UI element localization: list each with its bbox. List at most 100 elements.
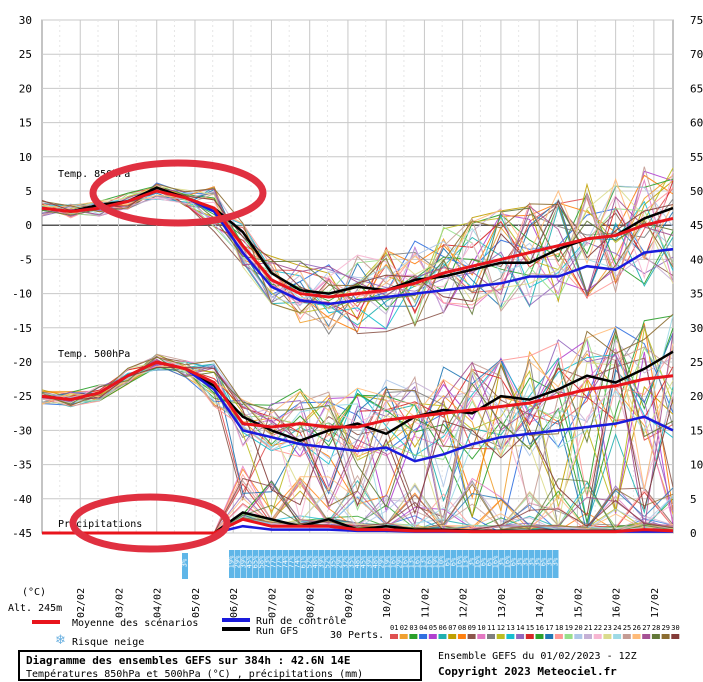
left-tick-label: -15 <box>12 322 32 335</box>
snow-risk-cell <box>385 550 391 578</box>
perturbation-line <box>41 313 674 507</box>
snow-risk-cell <box>337 550 343 578</box>
pert-swatch <box>574 634 583 639</box>
pert-swatch <box>496 634 505 639</box>
snow-risk-value: 39% <box>366 555 374 568</box>
pert-swatch <box>671 634 680 639</box>
pert-number: 20 <box>574 624 582 632</box>
pert-number: 25 <box>623 624 631 632</box>
snow-risk-value: 48% <box>354 555 362 568</box>
pert-swatch <box>603 634 612 639</box>
label-precipitations: Précipitations <box>58 518 142 530</box>
right-tick-label: 0 <box>690 527 697 540</box>
legend-gfs-label: Run GFS <box>256 626 298 637</box>
pert-number: 19 <box>565 624 573 632</box>
snow-risk-value: 6% <box>444 557 452 566</box>
pert-swatch <box>642 634 651 639</box>
snow-risk-cell <box>427 550 433 578</box>
snow-risk-cell <box>457 550 463 578</box>
snow-risk-cell <box>295 550 301 578</box>
snow-risk-value: 3% <box>546 557 554 566</box>
snow-risk-value: 16% <box>474 555 482 568</box>
chart-grid <box>41 19 674 534</box>
snow-risk-value: 32% <box>342 555 350 568</box>
snow-risk-cell <box>271 550 277 578</box>
perturbation-line <box>41 359 674 517</box>
pert-number: 04 <box>419 624 427 632</box>
snow-risk-cell <box>307 550 313 578</box>
footer-ensemble: Ensemble GEFS du 01/02/2023 - 12Z <box>438 651 637 662</box>
snow-risk-cell <box>505 550 511 578</box>
snow-risk-cell <box>355 550 361 578</box>
snow-risk-value: 29% <box>396 555 404 568</box>
snow-risk-cell <box>397 550 403 578</box>
right-tick-label: 75 <box>690 14 703 27</box>
snow-risk-value: 29% <box>336 555 344 568</box>
snow-risk-value: 48% <box>312 555 320 568</box>
snow-risk-cell <box>499 550 505 578</box>
snow-risk-value: 19% <box>384 555 392 568</box>
snow-risk-value: 3% <box>181 558 189 567</box>
snow-risk-cell <box>439 550 445 578</box>
pert-number: 03 <box>409 624 417 632</box>
pert-swatch <box>438 634 447 639</box>
snow-risk-value: 29% <box>378 555 386 568</box>
pert-swatch <box>390 634 398 639</box>
pert-swatch <box>622 634 631 639</box>
perturbation-line <box>41 174 674 324</box>
snow-risk-value: 3% <box>522 557 530 566</box>
pert-number: 10 <box>477 624 485 632</box>
snow-risk-value: 6% <box>510 557 518 566</box>
snow-risk-value: 3% <box>516 557 524 566</box>
x-date-label: 11/02 <box>420 588 431 618</box>
snow-risk-cell <box>313 550 319 578</box>
x-date-label: 13/02 <box>497 588 508 618</box>
snow-risk-value: 13% <box>408 555 416 568</box>
left-tick-label: 5 <box>25 185 32 198</box>
snow-risk-cell <box>343 550 349 578</box>
snow-risk-value: 39% <box>318 555 326 568</box>
snow-risk-cell <box>391 550 397 578</box>
snow-risk-value: 35% <box>348 555 356 568</box>
pert-number: 22 <box>594 624 602 632</box>
snow-risk-cell <box>289 550 295 578</box>
snow-risk-value: 16% <box>426 555 434 568</box>
snow-risk-value: 16% <box>456 555 464 568</box>
snow-risk-value: 3% <box>534 557 542 566</box>
x-date-label: 07/02 <box>267 588 278 618</box>
snow-risk-value: 65% <box>252 555 260 568</box>
snow-risk-cell <box>463 550 469 578</box>
pert-number: 30 <box>671 624 679 632</box>
label-unit: (°C) <box>22 587 46 598</box>
x-date-label: 09/02 <box>344 588 355 618</box>
left-tick-label: 20 <box>19 82 32 95</box>
snow-risk-cell <box>229 550 235 578</box>
snowflake-icon: ❄ <box>55 633 66 648</box>
pert-number: 06 <box>439 624 447 632</box>
footer-title: Diagramme des ensembles GEFS sur 384h : … <box>26 654 351 667</box>
snow-risk-value: 58% <box>258 555 266 568</box>
left-tick-label: 15 <box>19 117 32 130</box>
pert-number: 12 <box>497 624 505 632</box>
snow-risk-cell <box>349 550 355 578</box>
left-tick-label: 10 <box>19 151 32 164</box>
snow-risk-value: 16% <box>402 555 410 568</box>
legend: Moyenne des scénarios ❄ Risque neige Run… <box>32 615 680 648</box>
legend-snow-label: Risque neige <box>72 637 144 648</box>
snow-risk-cell <box>403 550 409 578</box>
snow-risk-cell <box>361 550 367 578</box>
left-tick-label: 25 <box>19 48 32 61</box>
pert-number: 15 <box>526 624 534 632</box>
snow-risk-value: 3% <box>498 557 506 566</box>
pert-swatch <box>632 634 641 639</box>
snow-risk-value: 3% <box>552 557 560 566</box>
snow-risk-value: 45% <box>246 555 254 568</box>
pert-swatch <box>399 634 408 639</box>
pert-swatch <box>428 634 437 639</box>
snow-risk-cell <box>511 550 517 578</box>
left-tick-label: -40 <box>12 493 32 506</box>
left-tick-label: 0 <box>25 219 32 232</box>
snow-risk-value: 52% <box>324 555 332 568</box>
right-tick-label: 35 <box>690 288 703 301</box>
pert-number: 17 <box>545 624 553 632</box>
